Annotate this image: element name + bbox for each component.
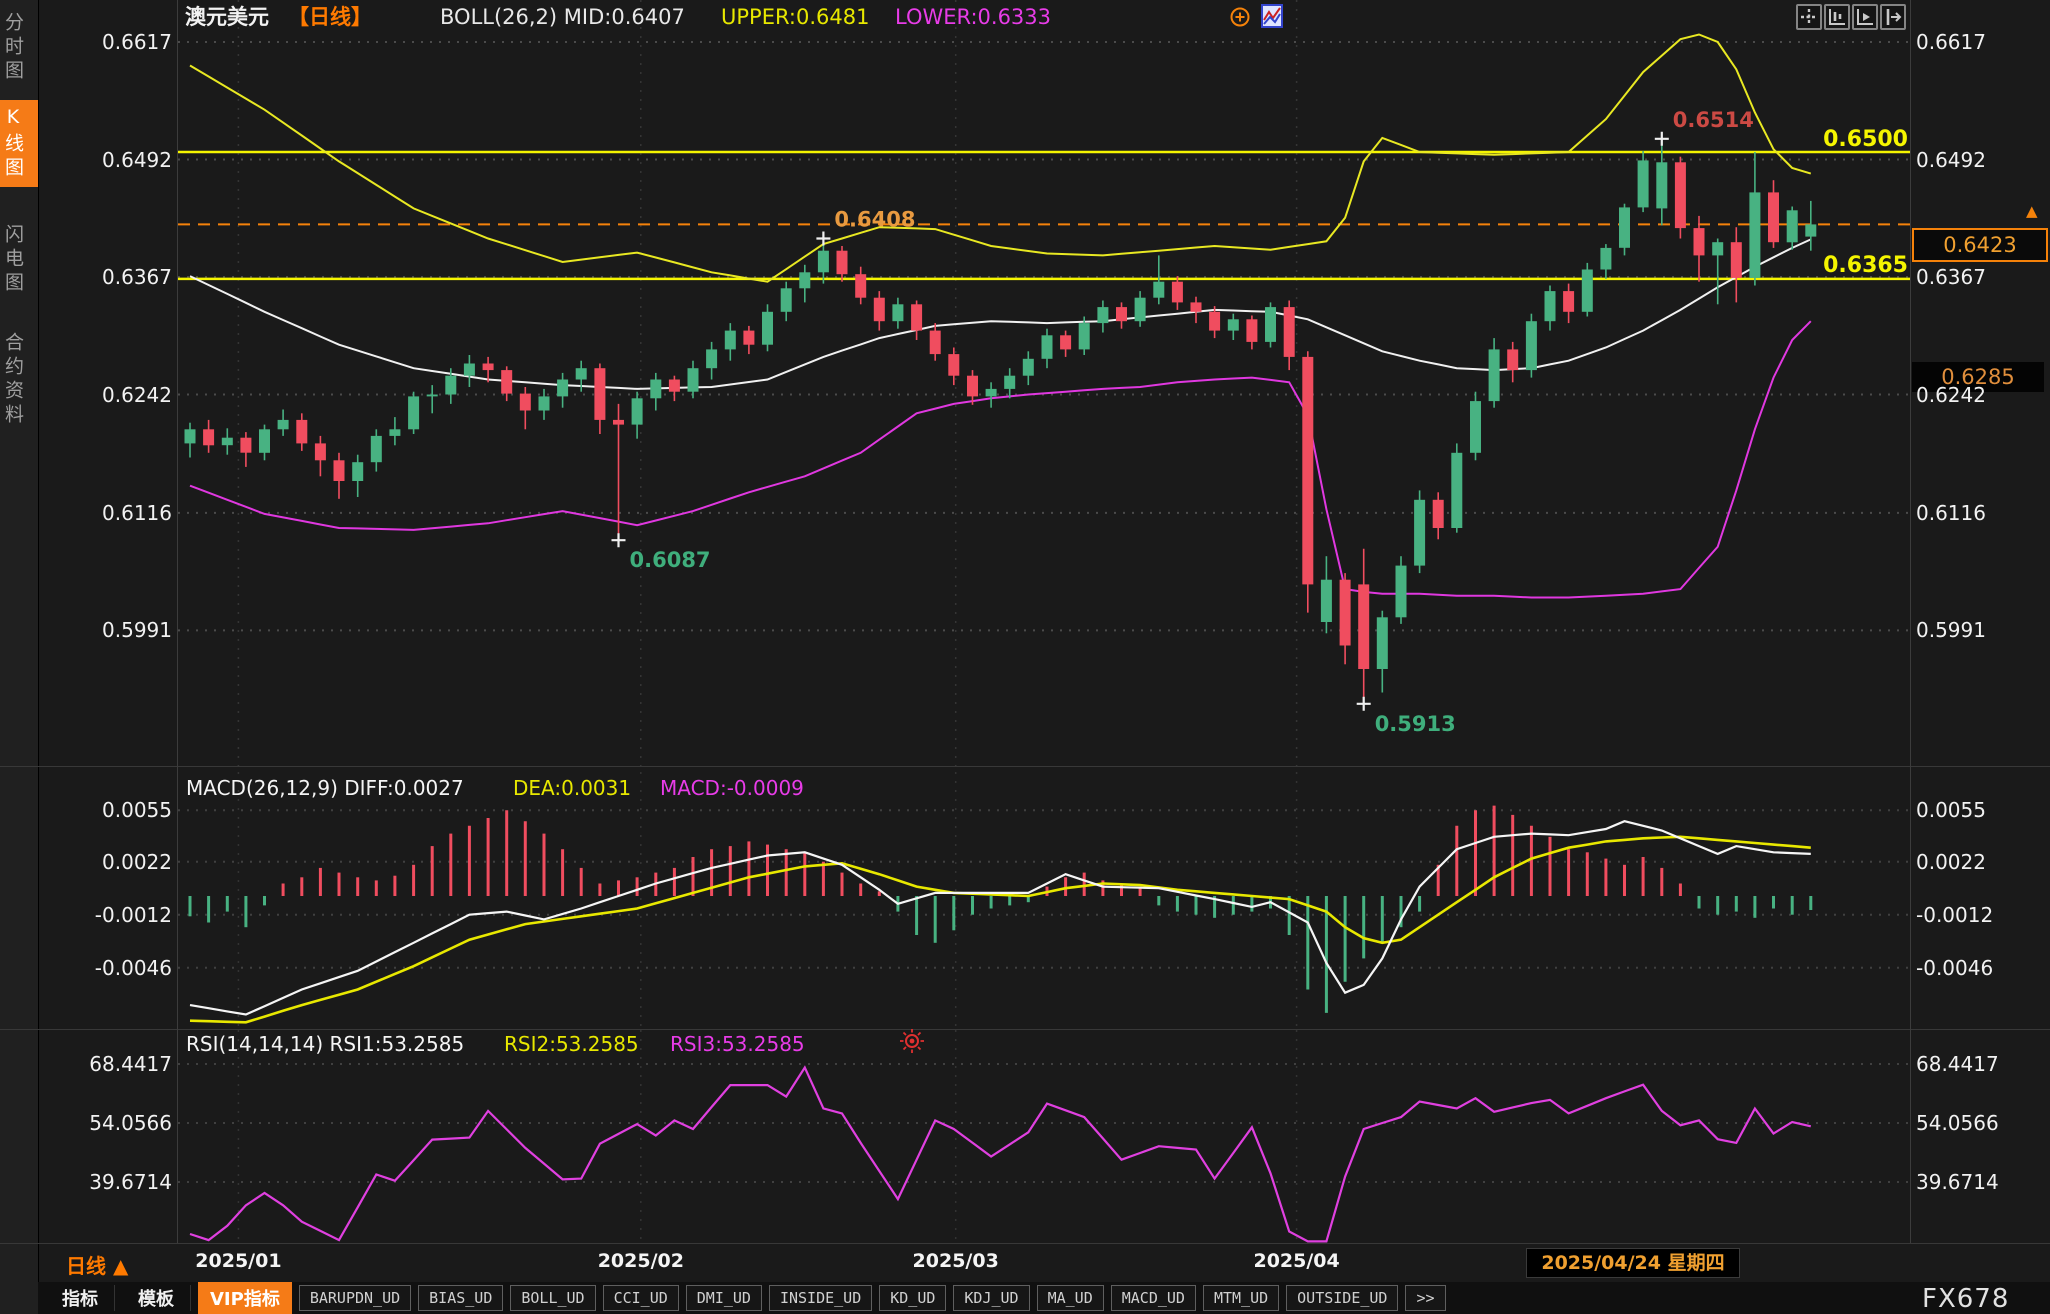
axis-candle-icon[interactable] [1824, 4, 1850, 30]
macd-axis-tick: 0.0055 [1916, 798, 1986, 823]
price-up-arrow-icon: ▲ [2026, 202, 2038, 220]
toolbar-item-VIP指标[interactable]: VIP指标 [198, 1282, 292, 1314]
main-axis-tick: 0.6116 [1916, 500, 1986, 525]
toolbar-item-指标[interactable]: 指标 [46, 1285, 115, 1311]
toolbar-item->>[interactable]: >> [1405, 1285, 1446, 1311]
rsi-axis-tick: 68.4417 [1916, 1052, 1999, 1076]
axis-divider-left [177, 0, 178, 1243]
panel-divider [0, 1243, 2050, 1244]
toolbar-item-MA_UD[interactable]: MA_UD [1036, 1285, 1104, 1311]
main-axis-tick: 0.6116 [102, 500, 172, 525]
macd-axis-tick: -0.0046 [1916, 955, 1994, 980]
macd-axis-tick: 0.0055 [102, 798, 172, 823]
macd-axis-tick: -0.0012 [94, 902, 172, 927]
toolbar-item-MTM_UD[interactable]: MTM_UD [1202, 1285, 1280, 1311]
panel-divider [0, 1029, 2050, 1030]
chart-type-icon[interactable] [406, 4, 2050, 28]
rsi2-value: RSI2:53.2585 [504, 1032, 639, 1056]
toolbar-item-OUTSIDE_UD[interactable]: OUTSIDE_UD [1286, 1285, 1399, 1311]
hline-label-6365: 0.6365 [1823, 253, 1908, 278]
symbol-title: 澳元美元 [185, 5, 269, 29]
sidebar-item-分时图[interactable]: 分时图 [2, 12, 24, 84]
svg-text:0.6087: 0.6087 [630, 548, 711, 572]
rsi-chart[interactable] [178, 1030, 1910, 1243]
indicator-toolbar: 指标 模板 VIP指标 BARUPDN_UD BIAS_UD BOLL_UD CCI_UD D… [38, 1282, 2050, 1314]
toolbar-item-DMI_UD[interactable]: DMI_UD [685, 1285, 762, 1311]
main-axis-tick: 0.6492 [102, 147, 172, 172]
macd-dea-value: DEA:0.0031 [513, 776, 632, 800]
macd-axis-tick: -0.0046 [94, 955, 172, 980]
boll-mid-value: BOLL(26,2) MID:0.6407 [440, 5, 685, 29]
macd-title: MACD(26,12,9) DIFF:0.0027 [186, 776, 464, 800]
watermark: FX678 [1922, 1284, 2010, 1314]
month-label: 2025/03 [912, 1250, 999, 1272]
main-axis-tick: 0.6367 [102, 265, 172, 289]
macd-axis-tick: 0.0022 [1916, 849, 1986, 874]
main-price-chart[interactable]: 0.6514 0.6408 0.6087 0.5913 [178, 0, 1910, 768]
svg-text:0.5913: 0.5913 [1375, 712, 1456, 736]
current-date-label: 2025/04/24 星期四 [1526, 1248, 1740, 1278]
current-price-box: 0.6423 [1912, 228, 2048, 262]
add-indicator-icon[interactable] [374, 6, 2050, 28]
toolbar-item-BARUPDN_UD[interactable]: BARUPDN_UD [298, 1285, 412, 1311]
sidebar: 分时图 K线图闪电图合约资料 [0, 0, 39, 1314]
sidebar-item-K线图[interactable]: K线图 [0, 100, 38, 187]
panel-divider [0, 766, 2050, 767]
sidebar-item-闪电图[interactable]: 闪电图 [2, 224, 24, 296]
rsi-title: RSI(14,14,14) RSI1:53.2585 [186, 1032, 465, 1056]
toolbar-item-INSIDE_UD[interactable]: INSIDE_UD [768, 1285, 873, 1311]
main-axis-tick: 0.6242 [1916, 382, 1986, 407]
rsi3-value: RSI3:53.2585 [670, 1032, 805, 1056]
toolbar-item-CCI_UD[interactable]: CCI_UD [602, 1285, 679, 1311]
axis-divider-right [1910, 0, 1911, 1243]
svg-text:0.6408: 0.6408 [834, 208, 915, 232]
toolbar-item-模板[interactable]: 模板 [122, 1285, 191, 1311]
macd-hist-value: MACD:-0.0009 [660, 776, 804, 800]
secondary-price-box: 0.6285 [1912, 362, 2044, 392]
boll-upper-value: UPPER:0.6481 [721, 5, 870, 29]
rsi-axis-tick: 54.0566 [89, 1111, 172, 1135]
main-axis-tick: 0.6492 [1916, 147, 1986, 172]
rsi-axis-tick: 39.6714 [89, 1170, 172, 1195]
macd-axis-tick: 0.0022 [102, 849, 172, 874]
pan-tool-icon[interactable] [1796, 4, 1822, 30]
boll-lower-value: LOWER:0.6333 [895, 5, 1052, 29]
period-tag[interactable]: 【日线】 [288, 5, 372, 29]
main-axis-tick: 0.6617 [1916, 30, 1986, 54]
toolbar-item-BOLL_UD[interactable]: BOLL_UD [510, 1285, 596, 1311]
alert-sun-icon [46, 1028, 1778, 1054]
month-label: 2025/04 [1253, 1250, 1340, 1272]
toolbar-item-KD_UD[interactable]: KD_UD [879, 1285, 947, 1311]
macd-chart[interactable] [178, 772, 1910, 1030]
rsi-axis-tick: 68.4417 [89, 1052, 172, 1076]
month-label: 2025/02 [597, 1250, 684, 1272]
axis-play-icon[interactable] [1852, 4, 1878, 30]
month-label: 2025/01 [195, 1250, 282, 1272]
main-axis-tick: 0.5991 [102, 618, 172, 643]
toolbar-item-BIAS_UD[interactable]: BIAS_UD [418, 1285, 504, 1311]
period-selector[interactable]: 日线 ▲ [66, 1254, 129, 1278]
toolbar-item-KDJ_UD[interactable]: KDJ_UD [953, 1285, 1030, 1311]
sidebar-item-合约资料[interactable]: 合约资料 [2, 332, 24, 428]
svg-text:0.6514: 0.6514 [1673, 108, 1754, 132]
main-axis-tick: 0.5991 [1916, 618, 1986, 643]
main-axis-tick: 0.6242 [102, 382, 172, 407]
rsi-axis-tick: 39.6714 [1916, 1170, 1999, 1195]
main-axis-tick: 0.6367 [1916, 265, 1986, 289]
rsi-axis-tick: 54.0566 [1916, 1111, 1999, 1135]
main-axis-tick: 0.6617 [102, 30, 172, 54]
hline-label-6500: 0.6500 [1823, 127, 1908, 152]
toolbar-item-MACD_UD[interactable]: MACD_UD [1110, 1285, 1196, 1311]
macd-axis-tick: -0.0012 [1916, 902, 1994, 927]
exit-right-icon[interactable] [1880, 4, 1906, 30]
